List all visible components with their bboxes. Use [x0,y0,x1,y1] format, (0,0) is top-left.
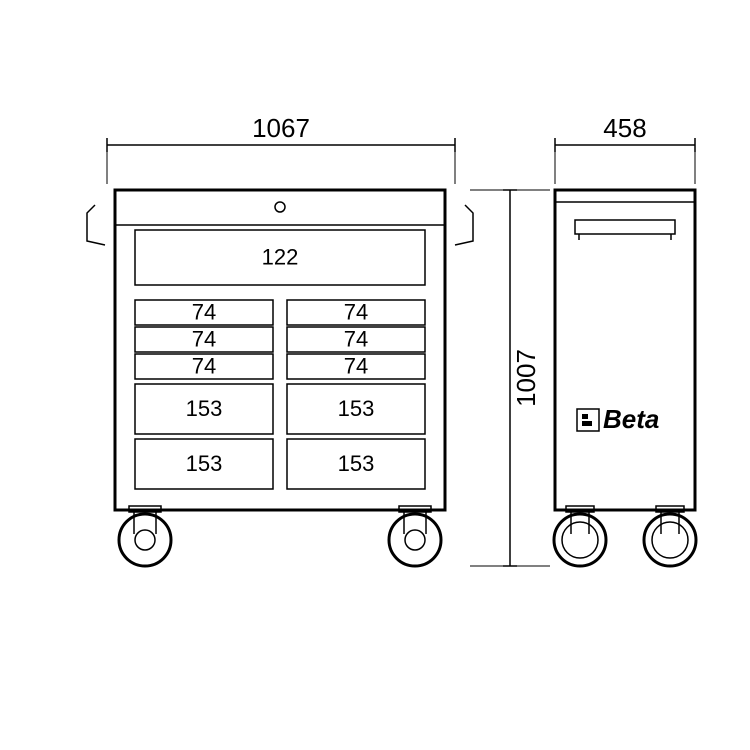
drawer-large-left-1-label: 153 [186,451,223,476]
side-handle-slot [575,220,675,234]
side-body [555,190,695,510]
drawer-top-label: 122 [262,244,299,269]
drawer-large-right-0-label: 153 [338,396,375,421]
handle-left [87,205,105,245]
drawer-large-right-1-label: 153 [338,451,375,476]
drawer-small-left-0-label: 74 [192,299,216,324]
front-body [115,190,445,510]
handle-right [455,205,473,245]
drawer-small-left-1-label: 74 [192,326,216,351]
dim-width: 1067 [107,113,455,184]
lock-icon [275,202,285,212]
brand-text: Beta [603,404,659,434]
dim-depth-label: 458 [603,113,646,143]
wheel [389,506,441,566]
drawer-large-left-0-label: 153 [186,396,223,421]
dim-width-label: 1067 [252,113,310,143]
drawer-small-left-2-label: 74 [192,353,216,378]
dim-height: 1007 [470,190,550,566]
wheel-side [644,506,696,566]
drawer-small-right-2-label: 74 [344,353,368,378]
brand-logo: Beta [577,404,659,434]
side-view: 458 Beta [554,113,696,566]
dim-depth: 458 [555,113,695,184]
drawer-small-right-0-label: 74 [344,299,368,324]
wheel [119,506,171,566]
front-view: 1067122747474153153747474153153 [87,113,473,566]
drawer-small-right-1-label: 74 [344,326,368,351]
dim-height-label: 1007 [511,349,541,407]
wheel-side [554,506,606,566]
